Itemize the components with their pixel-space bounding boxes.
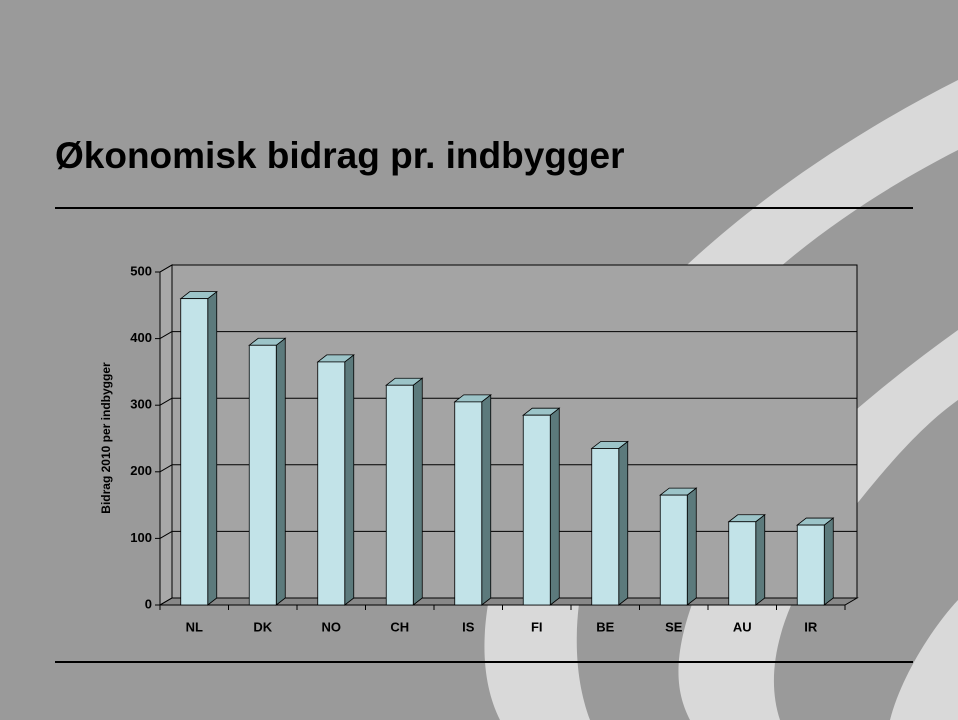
x-tick-label: CH <box>390 619 409 634</box>
bar-side <box>756 515 765 605</box>
x-tick-label: IR <box>804 619 818 634</box>
bar <box>729 522 756 605</box>
bar-side <box>824 518 833 605</box>
y-tick-label: 100 <box>130 530 152 545</box>
bar-side <box>687 488 696 605</box>
bar-side <box>482 395 491 605</box>
x-tick-label: FI <box>531 619 543 634</box>
bar-side <box>619 441 628 605</box>
y-tick-label: 400 <box>130 330 152 345</box>
x-tick-label: IS <box>462 619 475 634</box>
y-tick-label: 200 <box>130 463 152 478</box>
bar-side <box>413 378 422 605</box>
x-tick-label: AU <box>733 619 752 634</box>
bar-side <box>276 338 285 605</box>
bar <box>455 402 482 605</box>
y-axis-label: Bidrag 2010 per indbygger <box>99 362 113 514</box>
y-tick-label: 0 <box>145 596 152 611</box>
slide: Økonomisk bidrag pr. indbygger Bidrag 20… <box>0 0 958 720</box>
bar <box>249 345 276 605</box>
x-tick-label: SE <box>665 619 683 634</box>
slide-title: Økonomisk bidrag pr. indbygger <box>55 135 624 176</box>
bar <box>523 415 550 605</box>
x-tick-label: DK <box>253 619 272 634</box>
bar <box>386 385 413 605</box>
y-tick-label: 500 <box>130 263 152 278</box>
bar <box>318 362 345 605</box>
bar <box>797 525 824 605</box>
bar-side <box>208 292 217 605</box>
bar-side <box>345 355 354 605</box>
bar <box>181 299 208 605</box>
bar <box>660 495 687 605</box>
y-tick-label: 300 <box>130 397 152 412</box>
bar <box>592 448 619 605</box>
x-tick-label: NO <box>322 619 342 634</box>
bar-side <box>550 408 559 605</box>
side-wall <box>160 265 172 605</box>
x-tick-label: BE <box>596 619 614 634</box>
x-tick-label: NL <box>186 619 203 634</box>
